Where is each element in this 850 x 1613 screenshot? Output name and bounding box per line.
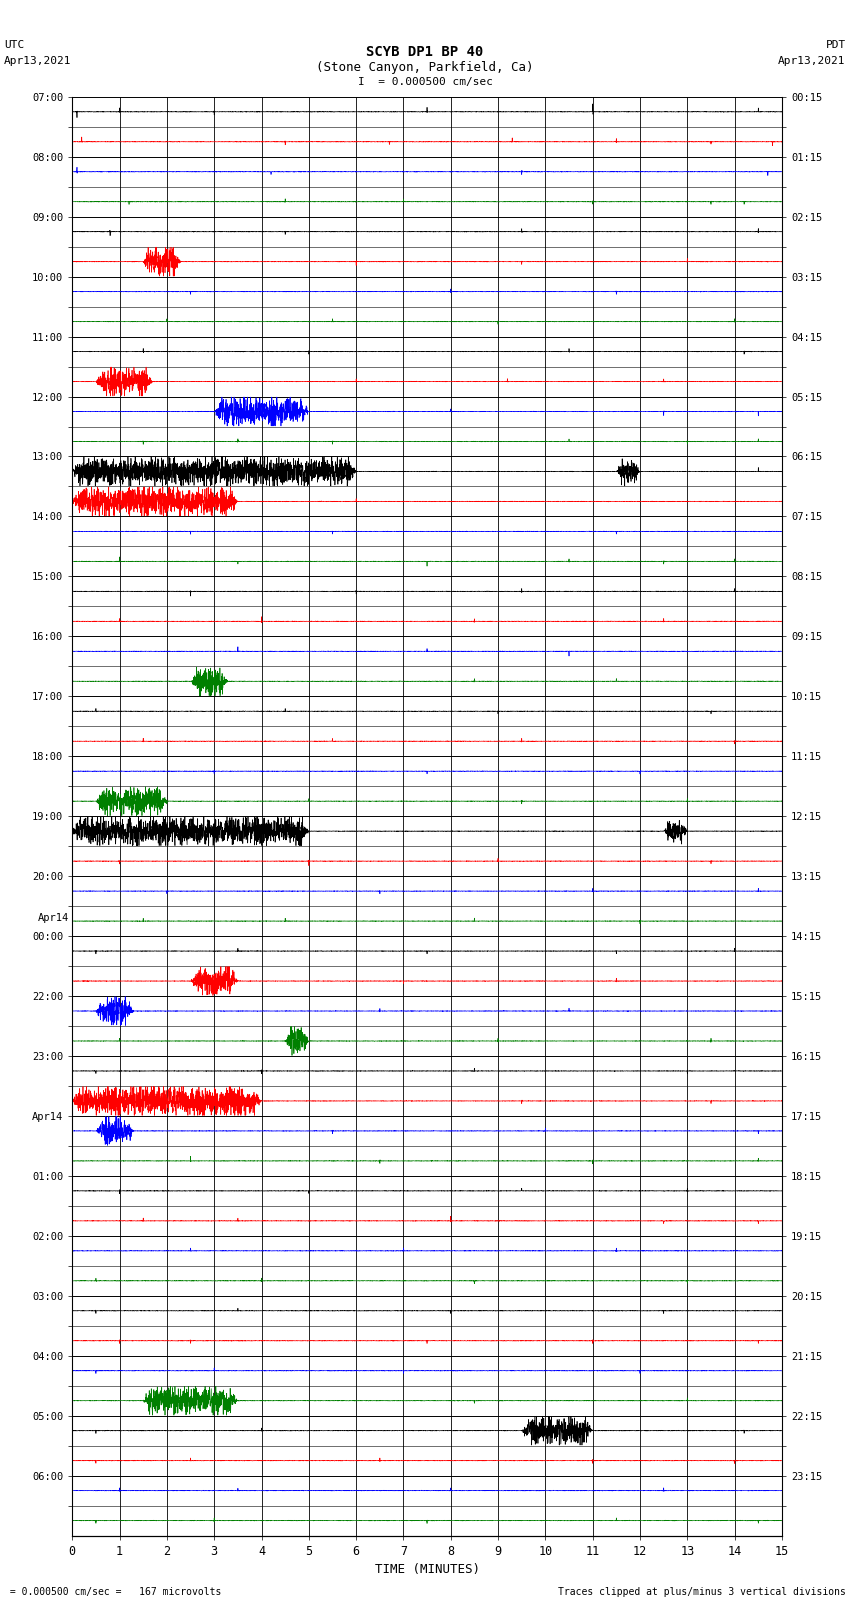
Text: Apr14: Apr14 — [37, 913, 69, 923]
Text: UTC: UTC — [4, 40, 25, 50]
Text: I  = 0.000500 cm/sec: I = 0.000500 cm/sec — [358, 77, 492, 87]
Text: = 0.000500 cm/sec =   167 microvolts: = 0.000500 cm/sec = 167 microvolts — [4, 1587, 222, 1597]
X-axis label: TIME (MINUTES): TIME (MINUTES) — [375, 1563, 479, 1576]
Text: SCYB DP1 BP 40: SCYB DP1 BP 40 — [366, 45, 484, 60]
Text: Apr13,2021: Apr13,2021 — [779, 56, 846, 66]
Text: Apr13,2021: Apr13,2021 — [4, 56, 71, 66]
Text: PDT: PDT — [825, 40, 846, 50]
Text: (Stone Canyon, Parkfield, Ca): (Stone Canyon, Parkfield, Ca) — [316, 61, 534, 74]
Text: Traces clipped at plus/minus 3 vertical divisions: Traces clipped at plus/minus 3 vertical … — [558, 1587, 846, 1597]
